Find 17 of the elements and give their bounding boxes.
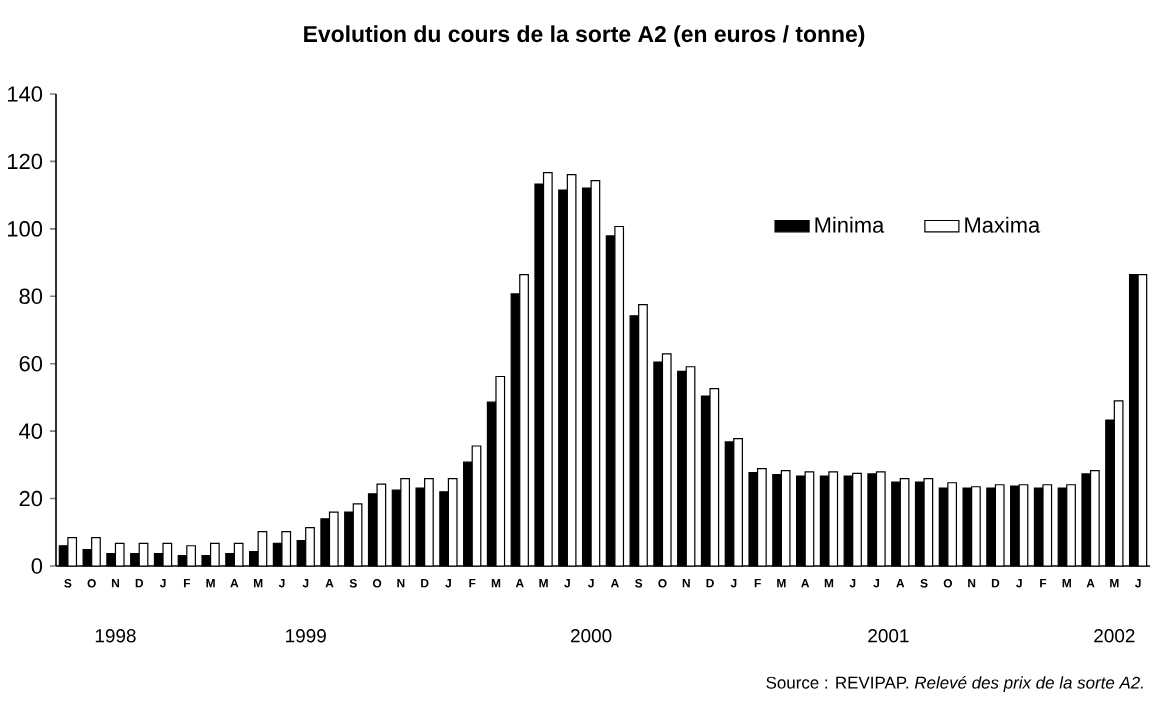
text: 1998: [95, 629, 136, 643]
source-note: Source : REVIPAP. Relevé des prix de la sorte A2.: [766, 676, 1143, 692]
legend-label: Minima: [815, 216, 885, 233]
legend-label: Maxima: [965, 216, 1041, 233]
y-tick-label: 40: [19, 423, 43, 439]
text: 2001: [868, 629, 909, 643]
y-tick-label: 80: [19, 288, 43, 305]
chart-title: Evolution du cours de la sorte A2 (en euros / tonne): [304, 25, 865, 47]
y-tick-label: 120: [8, 153, 43, 170]
y-tick-label: 140: [8, 86, 43, 102]
text: 1999: [286, 629, 326, 643]
y-tick-label: 20: [19, 490, 43, 507]
text: 2000: [571, 629, 612, 643]
y-tick-label: 100: [8, 221, 43, 237]
y-tick-label: 60: [19, 355, 43, 372]
y-tick-label: 0: [31, 558, 43, 574]
text: 2002: [1094, 629, 1135, 643]
